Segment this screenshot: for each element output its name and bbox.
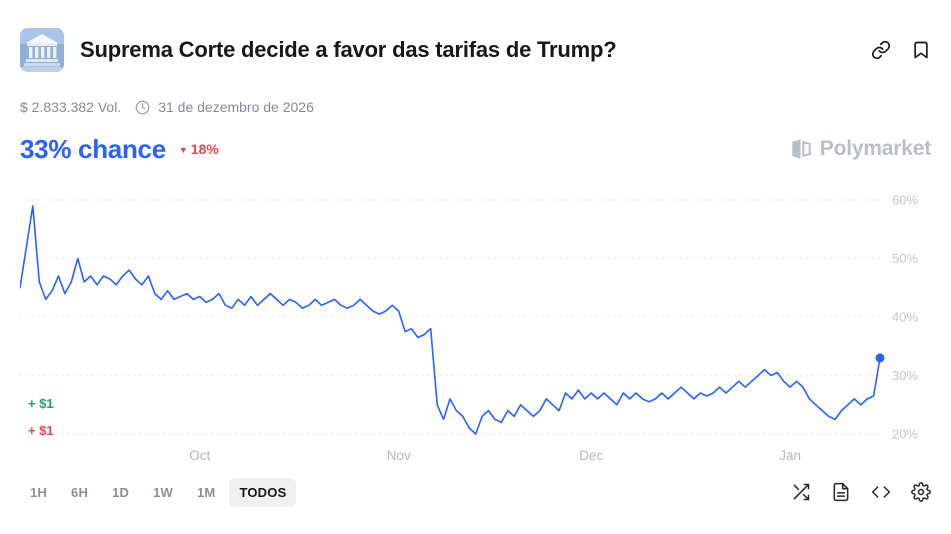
y-tick-label: 30%	[892, 368, 918, 383]
market-avatar	[20, 28, 64, 72]
range-buttons: 1H 6H 1D 1W 1M TODOS	[20, 477, 297, 507]
trade-icon[interactable]	[791, 482, 811, 502]
range-button-6h[interactable]: 6H	[61, 478, 98, 507]
x-tick-label: Oct	[189, 448, 210, 463]
y-tick-label: 40%	[892, 310, 918, 325]
x-tick-label: Nov	[387, 448, 411, 463]
chart-area[interactable]: 60% 50% 40% 30% 20% Oct Nov Dec Jan + $1 + $1	[20, 176, 931, 468]
buy-no-label: + $1	[28, 423, 54, 438]
chance-change: ▼ 18%	[179, 141, 219, 157]
market-title: Suprema Corte decide a favor das tarifas…	[80, 37, 617, 62]
supreme-court-image	[20, 28, 64, 72]
copy-link-icon[interactable]	[871, 40, 891, 60]
news-icon[interactable]	[831, 482, 851, 502]
current-price-dot	[875, 353, 885, 363]
y-tick-label: 20%	[892, 427, 918, 442]
y-tick-label: 60%	[892, 193, 918, 208]
polymarket-logo-icon	[792, 139, 811, 159]
polymarket-embed: Suprema Corte decide a favor das tarifas…	[20, 28, 931, 510]
chance-row: 33% chance ▼ 18% Polymarket	[20, 132, 931, 166]
polymarket-wordmark: Polymarket	[819, 137, 931, 160]
header-actions	[871, 40, 931, 60]
market-header: Suprema Corte decide a favor das tarifas…	[20, 28, 931, 72]
chance-value: 33% chance	[20, 133, 166, 164]
settings-icon[interactable]	[911, 482, 931, 502]
polymarket-watermark: Polymarket	[790, 137, 931, 161]
buy-yes-label: + $1	[28, 396, 54, 411]
y-tick-label: 50%	[892, 251, 918, 266]
range-button-1m[interactable]: 1M	[187, 478, 225, 507]
x-tick-label: Jan	[779, 448, 801, 463]
x-tick-label: Dec	[579, 448, 603, 463]
end-date-label: 31 de dezembro de 2026	[158, 99, 314, 115]
bookmark-icon[interactable]	[911, 40, 931, 60]
market-meta: $ 2.833.382 Vol. 31 de dezembro de 2026	[20, 98, 931, 116]
toolbar-icons	[791, 482, 931, 502]
chart-toolbar: 1H 6H 1D 1W 1M TODOS	[20, 474, 931, 510]
clock-icon	[135, 100, 150, 115]
change-percent: 18%	[190, 141, 219, 157]
range-button-todos[interactable]: TODOS	[229, 477, 297, 507]
range-button-1w[interactable]: 1W	[143, 478, 183, 507]
price-chart[interactable]: 60% 50% 40% 30% 20% Oct Nov Dec Jan	[20, 176, 931, 468]
range-button-1d[interactable]: 1D	[102, 478, 139, 507]
down-arrow-icon: ▼	[178, 145, 188, 155]
embed-code-icon[interactable]	[871, 482, 891, 502]
volume-label: $ 2.833.382 Vol.	[20, 99, 122, 115]
range-button-1h[interactable]: 1H	[20, 478, 57, 507]
price-line	[20, 205, 881, 435]
